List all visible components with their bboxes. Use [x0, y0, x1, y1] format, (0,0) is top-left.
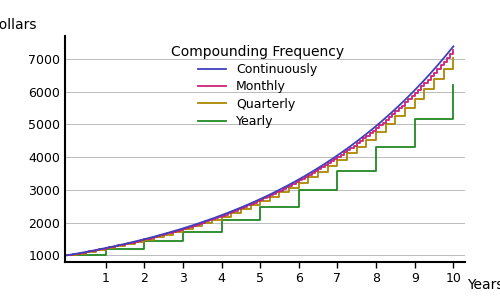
Continuously — [242, 204, 248, 208]
Monthly — [64, 253, 70, 257]
Continuously — [252, 200, 258, 203]
Quarterly — [306, 175, 312, 179]
Yearly — [296, 205, 302, 208]
Monthly — [376, 126, 382, 130]
Continuously — [84, 250, 89, 254]
Monthly — [109, 246, 115, 249]
Quarterly — [402, 114, 408, 118]
Line: Yearly: Yearly — [67, 85, 454, 255]
Monthly — [350, 146, 356, 150]
Yearly — [450, 84, 456, 87]
Yearly — [102, 253, 108, 257]
Y-axis label: Dollars: Dollars — [0, 17, 37, 32]
Monthly — [286, 185, 292, 189]
Legend: Continuously, Monthly, Quarterly, Yearly: Continuously, Monthly, Quarterly, Yearly — [171, 45, 344, 128]
Yearly — [64, 253, 70, 257]
Continuously — [439, 58, 445, 62]
Continuously — [450, 45, 456, 48]
Yearly — [141, 247, 147, 251]
Line: Monthly: Monthly — [67, 50, 454, 255]
Monthly — [447, 56, 453, 60]
Line: Quarterly: Quarterly — [67, 58, 454, 255]
Yearly — [218, 230, 224, 233]
Quarterly — [64, 253, 70, 257]
Continuously — [368, 128, 374, 132]
Monthly — [212, 217, 218, 221]
Continuously — [439, 58, 445, 62]
Yearly — [450, 117, 456, 121]
Yearly — [180, 239, 186, 243]
Yearly — [296, 188, 302, 192]
Yearly — [373, 146, 379, 149]
Line: Continuously: Continuously — [67, 46, 454, 255]
Quarterly — [412, 97, 418, 100]
Yearly — [412, 146, 418, 149]
Quarterly — [276, 191, 282, 194]
Yearly — [218, 219, 224, 222]
Yearly — [334, 169, 340, 172]
Yearly — [180, 230, 186, 233]
X-axis label: Years: Years — [467, 278, 500, 292]
Quarterly — [383, 130, 389, 134]
Monthly — [450, 48, 456, 52]
Yearly — [141, 239, 147, 243]
Continuously — [64, 253, 70, 257]
Yearly — [373, 169, 379, 172]
Yearly — [257, 219, 263, 222]
Yearly — [102, 247, 108, 251]
Yearly — [334, 188, 340, 192]
Quarterly — [354, 152, 360, 155]
Quarterly — [450, 56, 456, 60]
Yearly — [412, 117, 418, 121]
Yearly — [257, 205, 263, 208]
